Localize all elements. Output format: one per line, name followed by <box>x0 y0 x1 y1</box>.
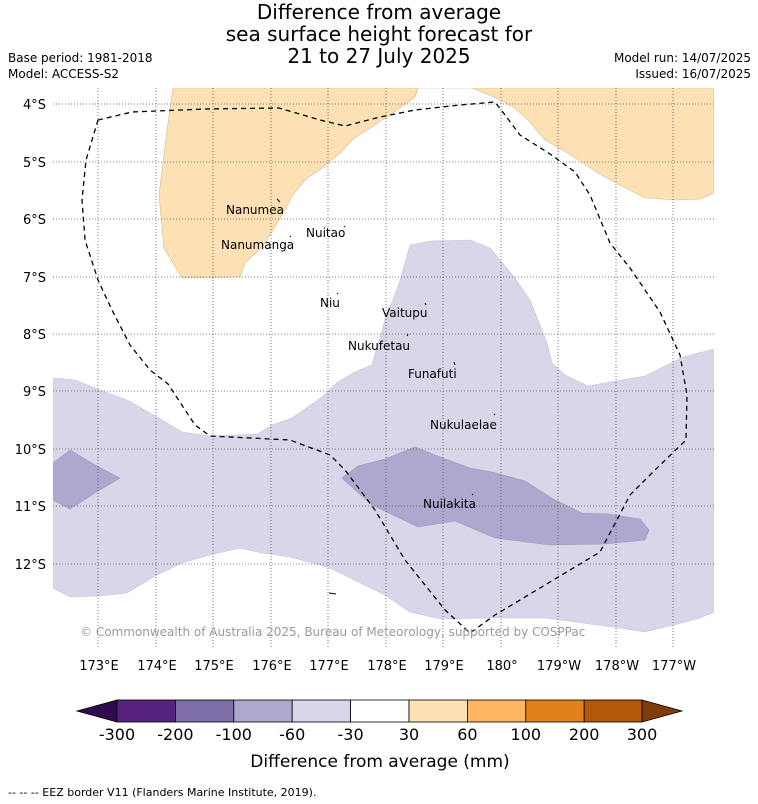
label-nukulaelae: Nukulaelae <box>430 418 497 432</box>
lon-label-178e: 178°E <box>367 659 407 674</box>
colorbar-tick: 30 <box>399 725 419 744</box>
colorbar: -300 -200 -100 -60 -30 30 60 100 200 300… <box>75 699 684 772</box>
lat-label-4s: 4°S <box>23 98 46 113</box>
lat-label-9s: 9°S <box>23 385 46 400</box>
island-nukulaelae <box>493 413 496 416</box>
lon-label-178w: 178°W <box>595 659 639 674</box>
colorbar-tick: -200 <box>157 725 193 744</box>
colorbar-swatch-2 <box>174 699 235 723</box>
colorbar-swatch-5 <box>350 699 410 723</box>
lon-label-177e: 177°E <box>309 659 349 674</box>
label-vaitupu: Vaitupu <box>382 306 428 320</box>
colorbar-tick: 100 <box>511 725 542 744</box>
island-nanumanga <box>289 235 292 238</box>
latitude-labels: 4°S 5°S 6°S 7°S 8°S 9°S 10°S 11°S 12°S <box>15 98 46 573</box>
base-period-text: Base period: 1981-2018 <box>8 51 153 65</box>
longitude-labels: 173°E 174°E 175°E 176°E 177°E 178°E 179°… <box>79 659 696 674</box>
colorbar-tick: -300 <box>99 725 135 744</box>
label-funafuti: Funafuti <box>408 367 457 381</box>
colorbar-label: Difference from average (mm) <box>250 752 509 772</box>
map-title-line-1: Difference from average <box>256 0 502 24</box>
map-title-line-2: sea surface height forecast for <box>225 22 533 46</box>
lon-label-179e: 179°E <box>424 659 464 674</box>
lat-label-7s: 7°S <box>23 271 46 286</box>
copyright-notice: © Commonwealth of Australia 2025, Bureau… <box>80 625 585 639</box>
colorbar-swatch-3 <box>233 699 293 723</box>
anomaly-moderate-negative-region-west <box>53 449 121 510</box>
model-text: Model: ACCESS-S2 <box>8 67 120 81</box>
island-vaitupu <box>424 302 427 306</box>
colorbar-swatch-1 <box>116 699 176 723</box>
colorbar-swatch-4 <box>291 699 352 723</box>
lon-label-174e: 174°E <box>137 659 177 674</box>
place-labels: Nanumea Nanumanga Nuitao Niu Vaitupu Nuk… <box>221 203 497 511</box>
island-niu <box>336 292 339 295</box>
island-reef <box>328 592 337 595</box>
label-nanumea: Nanumea <box>226 203 284 217</box>
island-nukufetau <box>406 333 409 337</box>
label-niu: Niu <box>320 296 340 310</box>
island-nanumea <box>276 198 281 203</box>
colorbar-swatch-7 <box>466 699 527 723</box>
colorbar-swatch-10 <box>641 699 684 723</box>
colorbar-tick: 200 <box>569 725 600 744</box>
colorbar-ticks: -300 -200 -100 -60 -30 30 60 100 200 300 <box>99 725 657 744</box>
lat-label-5s: 5°S <box>23 156 46 171</box>
lat-label-10s: 10°S <box>15 443 46 458</box>
label-nukufetau: Nukufetau <box>348 339 410 353</box>
colorbar-swatch-0 <box>75 699 118 723</box>
island-nuitao <box>343 225 346 228</box>
colorbar-swatches <box>75 699 684 723</box>
island-nuilakita <box>471 493 474 496</box>
lat-label-11s: 11°S <box>15 500 46 515</box>
lat-label-6s: 6°S <box>23 213 46 228</box>
map-plot-area: Nanumea Nanumanga Nuitao Niu Vaitupu Nuk… <box>53 88 714 648</box>
lon-label-179w: 179°W <box>537 659 581 674</box>
eez-border <box>81 101 688 634</box>
issued-text: Issued: 16/07/2025 <box>635 67 751 81</box>
sea-height-map: Nanumea Nanumanga Nuitao Niu Vaitupu Nuk… <box>15 88 714 674</box>
anomaly-positive-region-west <box>158 88 419 279</box>
label-nanumanga: Nanumanga <box>221 238 294 252</box>
map-title-line-3: 21 to 27 July 2025 <box>287 44 471 68</box>
islands <box>276 198 496 595</box>
colorbar-tick: -60 <box>279 725 305 744</box>
lon-label-175e: 175°E <box>194 659 234 674</box>
lon-label-180: 180° <box>486 659 517 674</box>
model-run-text: Model run: 14/07/2025 <box>613 51 751 65</box>
colorbar-swatch-9 <box>583 699 643 723</box>
colorbar-tick: 60 <box>457 725 477 744</box>
colorbar-swatch-6 <box>408 699 468 723</box>
island-funafuti <box>453 361 456 366</box>
colorbar-tick: 300 <box>627 725 658 744</box>
colorbar-tick: -100 <box>216 725 252 744</box>
lon-label-173e: 173°E <box>79 659 119 674</box>
colorbar-swatch-8 <box>525 699 585 723</box>
label-nuilakita: Nuilakita <box>423 497 476 511</box>
lat-label-12s: 12°S <box>15 558 46 573</box>
lon-label-177w: 177°W <box>652 659 696 674</box>
lon-label-176e: 176°E <box>252 659 292 674</box>
label-nuitao: Nuitao <box>306 226 345 240</box>
lat-label-8s: 8°S <box>23 328 46 343</box>
eez-footnote: -- -- -- EEZ border V11 (Flanders Marine… <box>8 786 317 799</box>
anomaly-positive-region-east <box>418 88 714 201</box>
colorbar-tick: -30 <box>338 725 364 744</box>
anomaly-moderate-negative-region-east <box>341 446 650 546</box>
graticule <box>53 88 714 648</box>
